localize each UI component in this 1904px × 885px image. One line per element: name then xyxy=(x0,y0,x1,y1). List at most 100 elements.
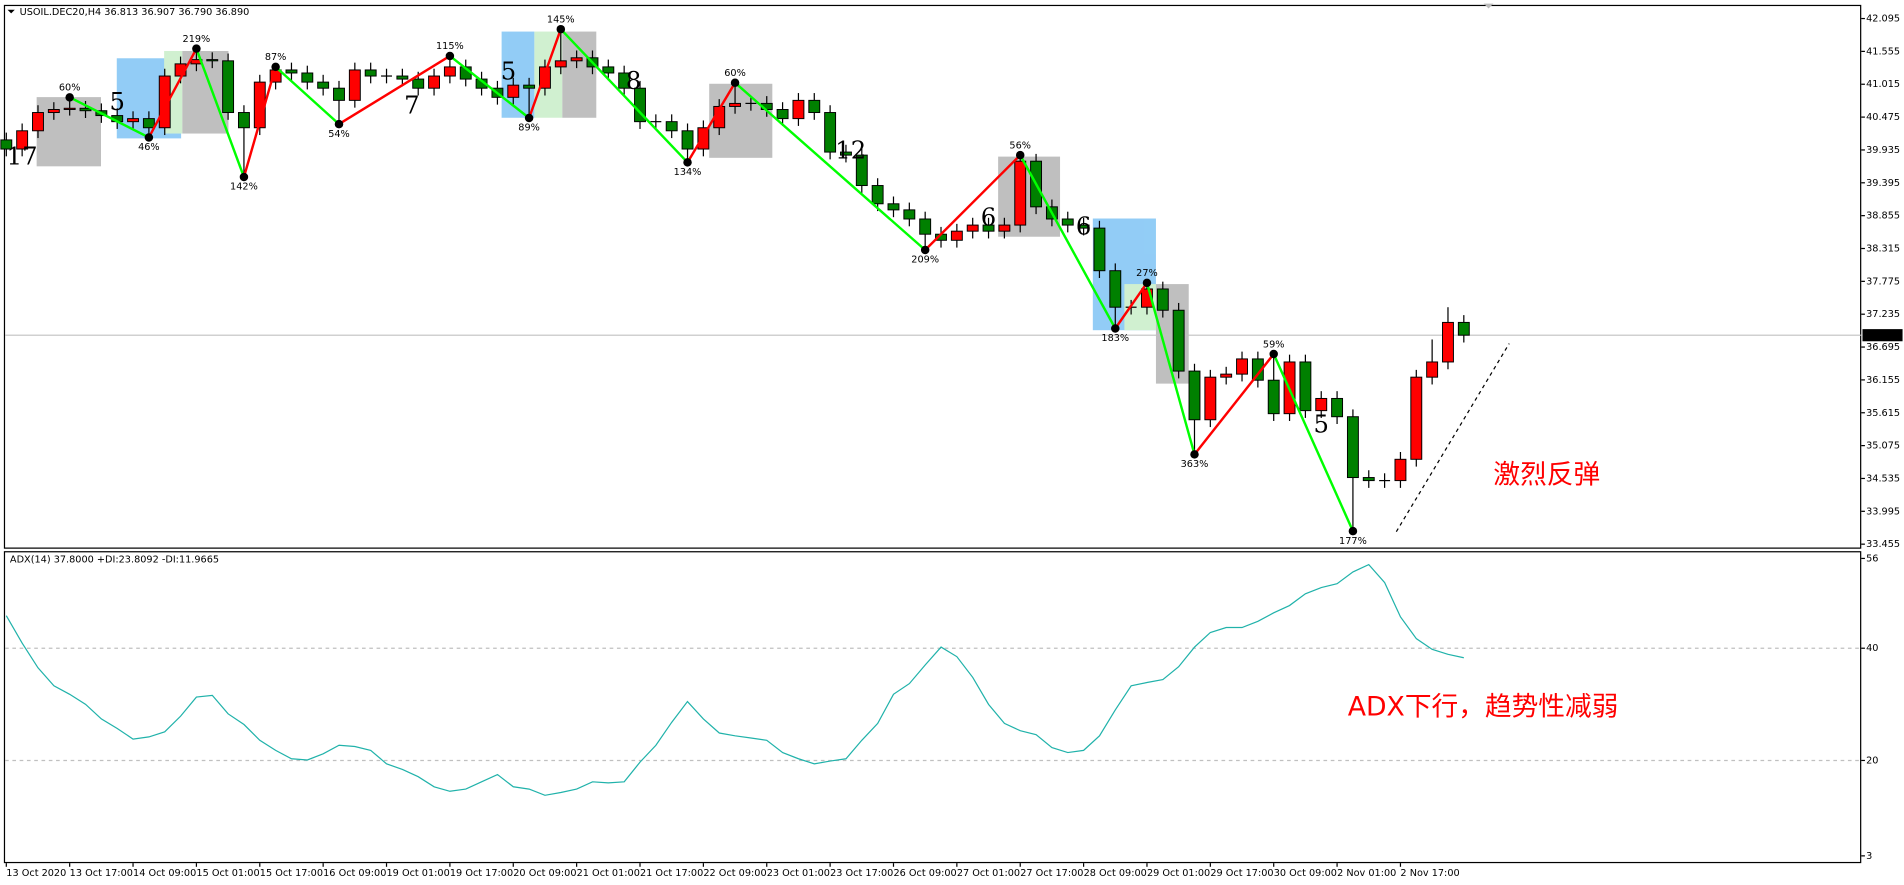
y-tick-label: 37.235 xyxy=(1866,309,1900,320)
wave-count: 5 xyxy=(501,56,516,85)
candle-body xyxy=(79,107,92,112)
x-tick-label: 13 Oct 2020 xyxy=(6,868,66,879)
candle-body xyxy=(507,84,520,98)
pivot-dot xyxy=(730,78,740,87)
candle-body xyxy=(950,230,963,241)
candle-body xyxy=(364,69,377,77)
zigzag-segment xyxy=(147,48,198,139)
pivot-label: 363% xyxy=(1181,459,1209,470)
candle-body xyxy=(1093,227,1106,272)
zigzag-segment xyxy=(195,48,246,178)
candle-body xyxy=(1457,321,1470,336)
candle-body xyxy=(919,218,932,235)
candle-body xyxy=(966,224,979,232)
candle-body xyxy=(1410,376,1423,460)
x-tick-label: 14 Oct 09:00 xyxy=(133,868,196,879)
candle-body xyxy=(871,185,884,205)
candle-body xyxy=(808,99,821,114)
candle-body xyxy=(285,69,298,74)
wave-count: 6 xyxy=(981,202,996,231)
candle-body xyxy=(840,151,852,156)
candle-body xyxy=(1426,361,1439,378)
y-tick-label: 34.535 xyxy=(1866,473,1900,484)
candle-body xyxy=(222,60,235,114)
y-tick-label: 40.475 xyxy=(1866,112,1900,123)
candle-body xyxy=(158,75,171,129)
pivot-dot xyxy=(192,44,201,53)
candle-body xyxy=(602,66,615,74)
zigzag-segment xyxy=(242,66,277,178)
wave-count: 17 xyxy=(7,142,38,171)
candle-body xyxy=(1061,218,1074,226)
x-tick-label: 28 Oct 09:00 xyxy=(1084,868,1147,879)
candle-body xyxy=(855,154,868,187)
pivot-label: 142% xyxy=(230,182,258,193)
pivot-label: 183% xyxy=(1101,333,1129,344)
y-tick-label: 39.935 xyxy=(1866,145,1900,156)
candle-body xyxy=(523,84,536,89)
adx-title: ADX(14) 37.8000 +DI:23.8092 -DI:11.9665 xyxy=(10,555,219,566)
candle-body xyxy=(348,69,361,101)
zigzag-segment xyxy=(274,66,340,125)
zigzag-segment xyxy=(686,82,737,164)
candle-body xyxy=(1204,376,1217,421)
y-tick-label: 3 xyxy=(1866,851,1872,862)
candle-body xyxy=(982,224,995,232)
candle-body xyxy=(887,203,900,211)
y-tick-label: 56 xyxy=(1866,553,1878,564)
zigzag-segment xyxy=(1114,282,1148,330)
main-panel xyxy=(3,4,1862,549)
zigzag-segment xyxy=(1193,353,1275,456)
pivot-dot xyxy=(524,113,534,123)
pivot-dot xyxy=(445,51,455,61)
candle-body xyxy=(665,121,678,132)
x-tick-label: 30 Oct 09:00 xyxy=(1274,868,1337,879)
candle-body xyxy=(1442,321,1454,363)
candle-body xyxy=(697,127,710,150)
zigzag-segment xyxy=(1019,154,1117,330)
pivot-dot xyxy=(65,93,74,102)
pivot-label: 145% xyxy=(547,14,575,25)
pivot-label: 89% xyxy=(518,123,540,134)
candle-body xyxy=(1077,224,1090,229)
x-tick-label: 13 Oct 17:00 xyxy=(70,868,133,879)
y-tick-label: 33.455 xyxy=(1866,539,1900,550)
x-tick-label: 29 Oct 17:00 xyxy=(1210,868,1273,879)
pivot-dot xyxy=(1142,278,1152,288)
menu-triangle xyxy=(7,9,15,14)
shift-marker xyxy=(1483,3,1494,9)
candle-body xyxy=(634,87,646,123)
candle-body xyxy=(142,118,155,129)
candle-body xyxy=(998,224,1011,232)
y-tick-label: 35.615 xyxy=(1866,408,1900,419)
adx-line xyxy=(5,563,1464,796)
y-tick-label: 38.315 xyxy=(1866,244,1900,255)
candle-body xyxy=(412,78,425,89)
x-tick-label: 15 Oct 17:00 xyxy=(260,868,323,879)
y-tick-label: 20 xyxy=(1866,755,1878,766)
pivot-label: 59% xyxy=(1263,339,1285,350)
wave-count: 5 xyxy=(109,87,124,116)
pivot-dot xyxy=(1348,526,1358,536)
candle-body xyxy=(1188,370,1201,421)
pivot-label: 177% xyxy=(1339,536,1367,547)
candle-body xyxy=(1346,416,1359,479)
candle-body xyxy=(127,118,139,123)
candle-body xyxy=(1315,397,1328,412)
candle-body xyxy=(47,109,60,114)
zigzag-segment xyxy=(734,81,926,251)
y-tick-label: 40 xyxy=(1866,643,1878,654)
pivot-label: 60% xyxy=(724,68,746,79)
zigzag-segment xyxy=(338,54,451,126)
pivot-label: 209% xyxy=(911,255,939,266)
y-tick-label: 41.555 xyxy=(1866,46,1900,57)
candle-body xyxy=(570,57,583,62)
zigzag-segment xyxy=(559,28,689,164)
pivot-dot xyxy=(239,172,249,182)
candle-body xyxy=(1331,397,1344,418)
pivot-label: 56% xyxy=(1009,140,1031,151)
pivot-dot xyxy=(683,158,692,167)
current-price-box xyxy=(1862,329,1903,342)
